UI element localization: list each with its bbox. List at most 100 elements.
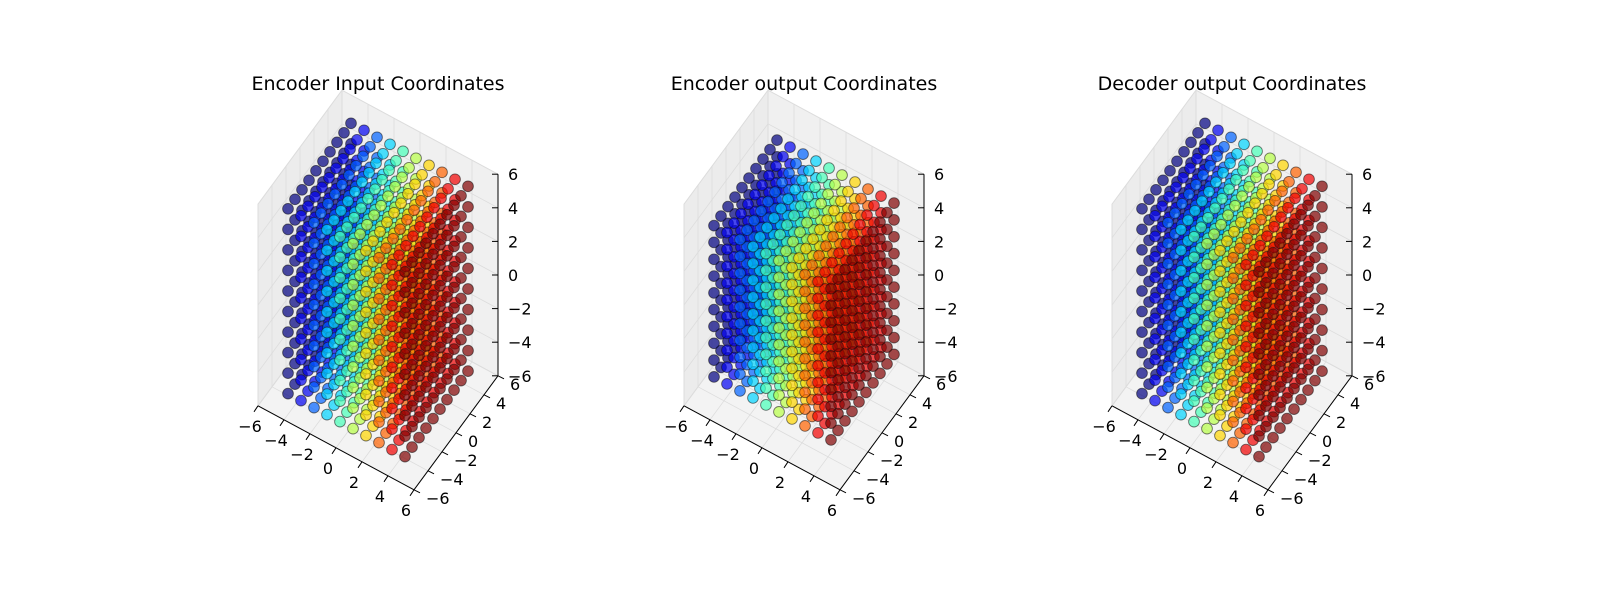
scatter-point — [321, 326, 333, 339]
scatter-point — [462, 180, 474, 193]
scatter-point — [1316, 180, 1328, 193]
scatter-point — [413, 329, 425, 341]
x-tick-label: 2 — [775, 473, 785, 492]
subplot-title: Decoder output Coordinates — [1098, 73, 1367, 95]
scatter-point — [888, 281, 900, 293]
tick-mark — [867, 451, 875, 456]
y-tick-label: 0 — [1322, 432, 1332, 451]
scatter-point — [434, 341, 446, 354]
y-tick-label: −6 — [1280, 489, 1304, 508]
scatter-point — [812, 309, 824, 322]
scatter-point — [1316, 365, 1328, 377]
scatter-point — [799, 302, 811, 315]
scatter-point — [786, 329, 798, 341]
scatter-point — [1217, 166, 1229, 179]
scatter-point — [868, 199, 880, 212]
scatter-point — [350, 159, 362, 172]
scatter-point — [1203, 185, 1215, 198]
scatter-point — [734, 267, 746, 280]
scatter-point — [323, 171, 335, 184]
scatter-point — [358, 124, 370, 137]
scatter-point — [321, 285, 333, 298]
scatter-point — [441, 208, 453, 221]
scatter-point — [1253, 348, 1265, 360]
scatter-point — [881, 206, 893, 219]
scatter-point — [441, 270, 453, 283]
scatter-point — [874, 317, 886, 329]
scatter-point — [1283, 175, 1295, 188]
scatter-point — [455, 333, 467, 346]
z-tick-label: −2 — [1362, 300, 1386, 319]
subplot-encoder-input: Encoder Input Coordinates −6−6−6−4−4−4−2… — [238, 73, 531, 520]
scatter-point — [427, 412, 439, 425]
scatter-point — [1253, 307, 1265, 319]
scatter-point — [360, 286, 372, 298]
scatter-point — [434, 321, 446, 333]
scatter-point — [373, 313, 385, 326]
scatter-point — [449, 173, 461, 186]
scatter-point — [773, 288, 785, 301]
scatter-point — [1253, 430, 1265, 442]
scatter-point — [441, 393, 453, 406]
scatter-point — [808, 207, 820, 219]
scatter-point — [1267, 288, 1279, 300]
scatter-point — [708, 253, 720, 266]
scatter-point — [781, 219, 793, 231]
scatter-point — [708, 337, 720, 350]
scatter-point — [386, 279, 398, 292]
scatter-point — [874, 283, 886, 296]
scatter-point — [406, 256, 418, 269]
scatter-point — [1229, 199, 1241, 212]
scatter-point — [1240, 320, 1252, 333]
scatter-point — [853, 362, 865, 375]
scatter-point — [386, 443, 398, 456]
scatter-point — [1240, 361, 1252, 374]
scatter-point — [822, 188, 834, 200]
scatter-point — [1156, 200, 1168, 213]
y-tick-label: −6 — [852, 489, 876, 508]
scatter-point — [1295, 352, 1307, 365]
scatter-point — [1316, 303, 1328, 316]
scatter-point — [1162, 258, 1174, 270]
scatter-point — [308, 401, 320, 414]
scatter-point — [715, 210, 727, 222]
scatter-point — [373, 416, 385, 428]
scatter-point — [448, 261, 460, 273]
tick-mark — [839, 489, 847, 494]
scatter-point — [773, 305, 785, 317]
scatter-point — [1257, 161, 1269, 174]
scatter-point — [760, 264, 772, 277]
scatter-point — [321, 223, 333, 236]
scatter-point — [1316, 201, 1328, 213]
scatter-point — [1274, 422, 1286, 434]
z-tick-label: 2 — [508, 232, 518, 251]
scatter-point — [734, 233, 746, 246]
scatter-point — [1253, 409, 1265, 422]
scatter-point — [1227, 272, 1239, 285]
scatter-point — [771, 134, 783, 146]
scatter-point — [848, 202, 860, 214]
scatter-point — [757, 153, 769, 165]
scatter-point — [427, 371, 439, 384]
scatter-point — [448, 220, 460, 232]
scatter-point — [708, 236, 720, 249]
x-tick-label: −2 — [1144, 445, 1168, 464]
scatter-point — [788, 209, 800, 222]
scatter-point — [1274, 299, 1286, 311]
scatter-point — [427, 351, 439, 363]
scatter-point — [782, 193, 794, 205]
scatter-point — [407, 230, 419, 243]
scatter-point — [815, 197, 827, 210]
scatter-point — [773, 254, 785, 267]
scatter-point — [762, 195, 774, 208]
scatter-point — [760, 348, 772, 361]
scatter-point — [1214, 327, 1226, 339]
scatter-point — [420, 422, 432, 434]
scatter-point — [1227, 293, 1239, 305]
scatter-point — [1256, 187, 1268, 200]
tick-mark — [357, 461, 363, 469]
scatter-point — [1242, 206, 1254, 219]
scatter-point — [1295, 373, 1307, 385]
scatter-point — [1183, 188, 1195, 201]
